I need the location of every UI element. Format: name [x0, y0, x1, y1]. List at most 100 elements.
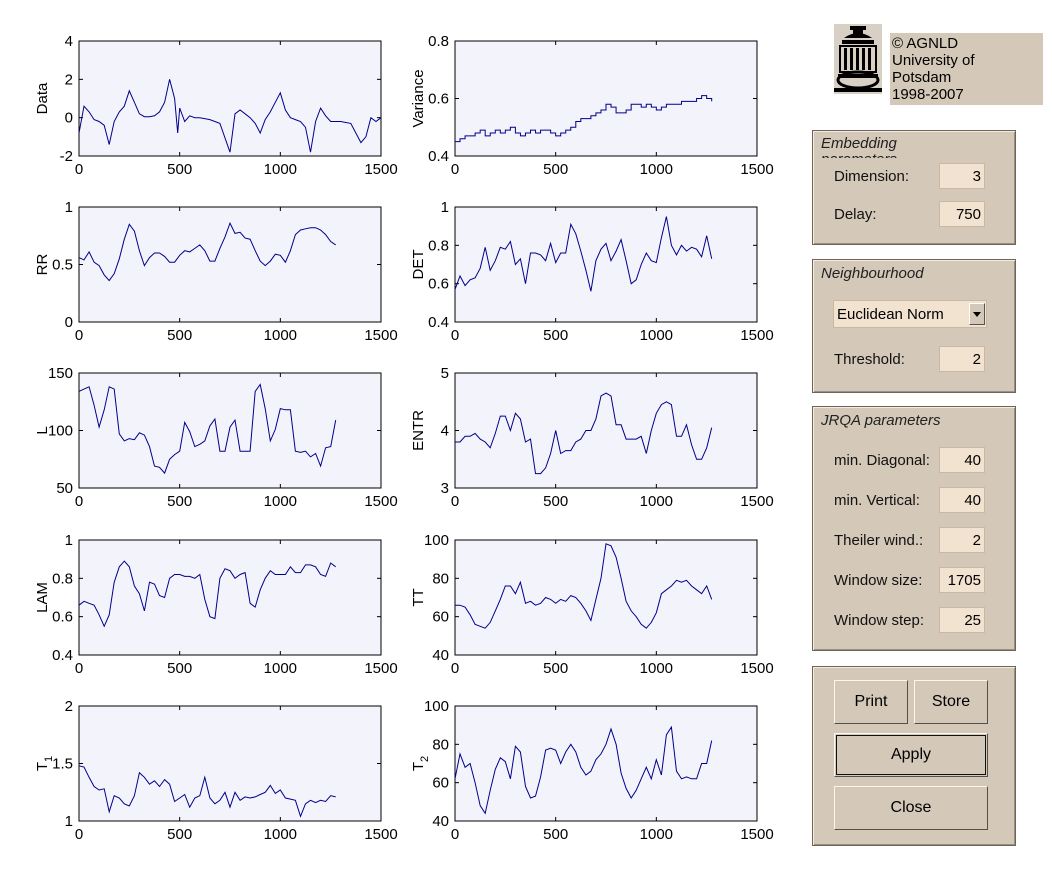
city-line: Potsdam [892, 69, 952, 86]
copyright-box: © AGNLD University of Potsdam 1998-2007 [890, 33, 1043, 105]
years-line: 1998-2007 [892, 86, 964, 103]
x-tick-label: 500 [543, 826, 568, 843]
series-line [78, 221, 336, 282]
x-tick-label: 1000 [264, 660, 297, 677]
x-tick-label: 1000 [640, 161, 673, 178]
x-tick-label: 0 [451, 493, 459, 510]
series-line [78, 383, 337, 475]
theiler-window-label: Theiler wind.: [834, 532, 924, 549]
x-tick-label: 1000 [264, 161, 297, 178]
y-tick-label: 60 [432, 609, 449, 626]
y-tick-label: 100 [424, 698, 449, 715]
y-tick-label: 0.4 [428, 314, 449, 331]
series-line [455, 543, 713, 629]
min-diagonal-field[interactable]: 40 [939, 447, 985, 473]
theiler-window-field[interactable]: 2 [939, 527, 985, 553]
x-tick-label: 1500 [740, 826, 773, 843]
y-tick-label: 40 [432, 813, 449, 830]
plot-frame [78, 372, 382, 489]
series-line [78, 560, 337, 628]
x-tick-label: 1000 [640, 327, 673, 344]
y-tick-label: 3 [441, 480, 449, 497]
y-tick-label: 80 [432, 570, 449, 587]
y-tick-label: 1 [65, 199, 73, 216]
x-tick-label: 1500 [740, 161, 773, 178]
y-tick-label: 0.8 [428, 237, 449, 254]
plot-5: 0 500 1000 1500 3 4 5 ENTR [410, 365, 774, 510]
norm-select[interactable]: Euclidean Norm [833, 300, 987, 328]
plot-4: 0 500 1000 1500 50 100 150 L [34, 365, 398, 510]
x-tick-label: 1000 [264, 327, 297, 344]
y-axis-label: Data [34, 82, 51, 114]
min-vertical-field[interactable]: 40 [939, 487, 985, 513]
x-tick-label: 1000 [264, 826, 297, 843]
building-icon [834, 26, 882, 92]
close-button[interactable]: Close [834, 786, 988, 830]
y-tick-label: 0.6 [428, 91, 449, 108]
x-tick-label: 1500 [364, 327, 397, 344]
x-tick-label: 0 [75, 826, 83, 843]
threshold-field[interactable]: 2 [939, 346, 985, 372]
plot-6: 0 500 1000 1500 0.4 0.6 0.8 1 LAM [34, 532, 398, 677]
chevron-down-icon[interactable] [969, 303, 985, 325]
y-tick-label: 2 [65, 698, 73, 715]
plot-frame [78, 40, 382, 157]
plot-frame [454, 705, 758, 822]
y-tick-label: 4 [65, 33, 73, 50]
plot-frame [78, 206, 382, 323]
y-tick-label: -2 [60, 148, 73, 165]
y-tick-label: 0.6 [428, 276, 449, 293]
university-logo [834, 24, 882, 94]
norm-select-value: Euclidean Norm [837, 306, 944, 323]
x-tick-label: 1500 [364, 161, 397, 178]
apply-button[interactable]: Apply [834, 733, 988, 777]
y-axis-label: DET [410, 250, 427, 280]
x-tick-label: 1000 [640, 826, 673, 843]
x-tick-label: 500 [543, 660, 568, 677]
y-axis-label: RR [34, 254, 51, 276]
series-line [455, 392, 713, 475]
y-tick-label: 150 [48, 365, 73, 382]
x-tick-label: 0 [75, 493, 83, 510]
print-button[interactable]: Print [834, 680, 908, 724]
x-tick-label: 1500 [740, 493, 773, 510]
y-tick-label: 1 [441, 199, 449, 216]
store-button[interactable]: Store [914, 680, 988, 724]
y-tick-label: 60 [432, 775, 449, 792]
y-axis-label: TT [410, 588, 427, 606]
y-axis-label: Variance [410, 69, 427, 127]
embedding-panel: Embedding parameters Dimension: 3 Delay:… [812, 130, 1016, 245]
x-tick-label: 500 [167, 493, 192, 510]
y-tick-label: 2 [65, 71, 73, 88]
plot-7: 0 500 1000 1500 40 60 80 100 TT [410, 532, 774, 677]
delay-field[interactable]: 750 [939, 201, 985, 227]
x-tick-label: 500 [167, 660, 192, 677]
series-line [78, 79, 382, 153]
y-tick-label: 100 [424, 532, 449, 549]
y-tick-label: 0.8 [428, 33, 449, 50]
x-tick-label: 1500 [740, 327, 773, 344]
dimension-field[interactable]: 3 [939, 163, 985, 189]
x-tick-label: 1000 [640, 660, 673, 677]
y-tick-label: 4 [441, 423, 449, 440]
y-tick-label: 1.5 [52, 756, 73, 773]
plot-2: 0 500 1000 1500 0 0.5 1 RR [34, 199, 398, 344]
y-tick-label: 80 [432, 736, 449, 753]
y-tick-label: 1 [65, 813, 73, 830]
delay-label: Delay: [834, 206, 877, 223]
plot-3: 0 500 1000 1500 0.4 0.6 0.8 1 DET [410, 199, 774, 344]
y-tick-label: 5 [441, 365, 449, 382]
window-step-field[interactable]: 25 [939, 607, 985, 633]
x-tick-label: 500 [543, 327, 568, 344]
plot-frame [78, 539, 382, 656]
y-axis-label: ENTR [410, 410, 427, 451]
x-tick-label: 0 [451, 826, 459, 843]
y-tick-label: 50 [56, 480, 73, 497]
x-tick-label: 0 [75, 327, 83, 344]
min-vertical-label: min. Vertical: [834, 492, 920, 509]
x-tick-label: 0 [451, 327, 459, 344]
window-size-field[interactable]: 1705 [939, 567, 985, 593]
plot-frame [454, 372, 758, 489]
series-line [454, 725, 713, 815]
